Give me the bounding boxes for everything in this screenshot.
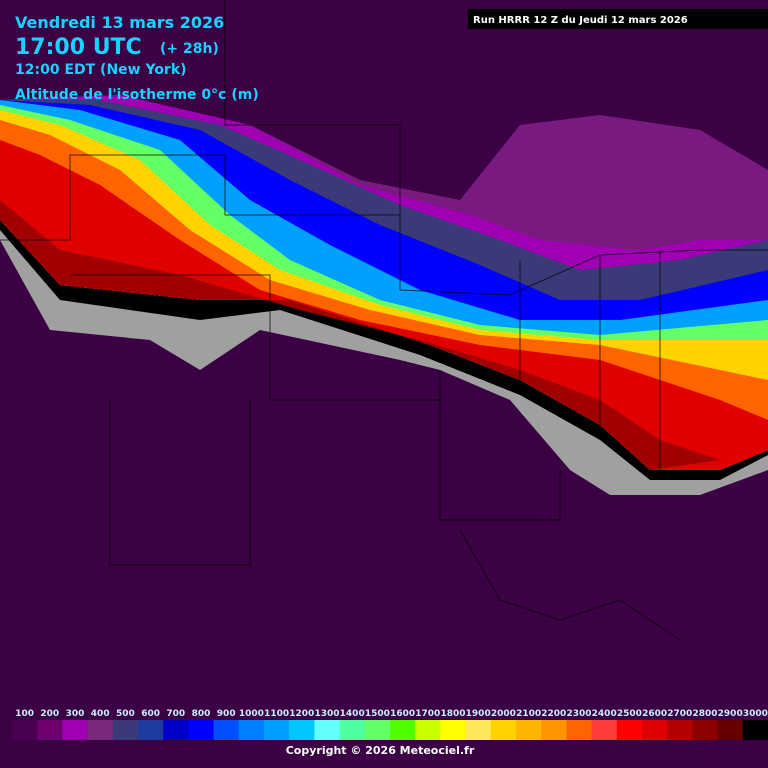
legend-swatch	[238, 720, 265, 740]
legend-label: 3000	[743, 709, 768, 719]
legend-swatch	[490, 720, 517, 740]
legend-swatch	[717, 720, 744, 740]
date: Vendredi 13 mars 2026	[15, 13, 224, 32]
legend-swatch	[566, 720, 592, 740]
run-info: Run HRRR 12 Z du Jeudi 12 mars 2026	[473, 15, 688, 26]
legend-swatch	[465, 720, 492, 740]
legend-label: 1000	[239, 709, 264, 719]
legend-label: 400	[91, 709, 110, 719]
legend-label: 1100	[264, 709, 289, 719]
legend-label: 2400	[592, 709, 617, 719]
legend-swatch	[62, 720, 88, 740]
legend-label: 1400	[340, 709, 365, 719]
legend-swatch	[667, 720, 693, 740]
legend-label: 900	[217, 709, 236, 719]
legend-swatch	[440, 720, 466, 740]
legend-swatch	[692, 720, 718, 740]
legend-swatch	[516, 720, 542, 740]
time: 17:00 UTC	[15, 35, 142, 60]
legend: 100 200 300 400 500 600 700 800 900 1000 1100 1200 1…	[12, 709, 768, 740]
legend-swatch	[364, 720, 391, 740]
legend-swatch	[188, 720, 214, 740]
legend-label: 2600	[642, 709, 667, 719]
legend-swatch	[87, 720, 114, 740]
legend-swatch	[390, 720, 416, 740]
legend-label: 2200	[541, 709, 566, 719]
legend-swatch	[642, 720, 668, 740]
legend-label: 1500	[365, 709, 390, 719]
legend-swatch	[314, 720, 340, 740]
legend-label: 200	[40, 709, 59, 719]
legend-label: 2900	[718, 709, 743, 719]
legend-label: 1300	[314, 709, 339, 719]
legend-swatch	[37, 720, 63, 740]
legend-label: 500	[116, 709, 135, 719]
legend-swatch	[742, 720, 768, 740]
field	[0, 95, 768, 495]
legend-label: 2000	[491, 709, 516, 719]
lead-time: (+ 28h)	[160, 41, 219, 57]
legend-label: 2300	[566, 709, 591, 719]
legend-label: 2100	[516, 709, 541, 719]
legend-swatch	[112, 720, 139, 740]
legend-label: 2800	[692, 709, 717, 719]
legend-swatch	[591, 720, 618, 740]
legend-label: 1600	[390, 709, 415, 719]
legend-swatch	[541, 720, 567, 740]
legend-swatch	[138, 720, 164, 740]
legend-swatch	[289, 720, 315, 740]
legend-swatch	[12, 720, 38, 740]
local-time: 12:00 EDT (New York)	[15, 62, 187, 78]
legend-label: 800	[192, 709, 211, 719]
legend-label: 1200	[289, 709, 314, 719]
legend-label: 1700	[415, 709, 440, 719]
parameter: Altitude de l'isotherme 0°c (m)	[15, 87, 259, 103]
legend-swatch	[339, 720, 366, 740]
legend-label: 2500	[617, 709, 642, 719]
legend-label: 700	[166, 709, 185, 719]
legend-label: 2700	[667, 709, 692, 719]
legend-label: 100	[15, 709, 34, 719]
legend-swatch	[213, 720, 240, 740]
legend-label: 300	[66, 709, 85, 719]
legend-label: 1900	[466, 709, 491, 719]
legend-label: 600	[141, 709, 160, 719]
legend-label: 1800	[440, 709, 465, 719]
borders	[0, 0, 768, 641]
copyright: Copyright © 2026 Meteociel.fr	[286, 744, 475, 757]
legend-swatch	[264, 720, 290, 740]
legend-swatch	[163, 720, 189, 740]
legend-swatch	[616, 720, 643, 740]
legend-swatch	[415, 720, 441, 740]
run-box	[468, 9, 768, 29]
